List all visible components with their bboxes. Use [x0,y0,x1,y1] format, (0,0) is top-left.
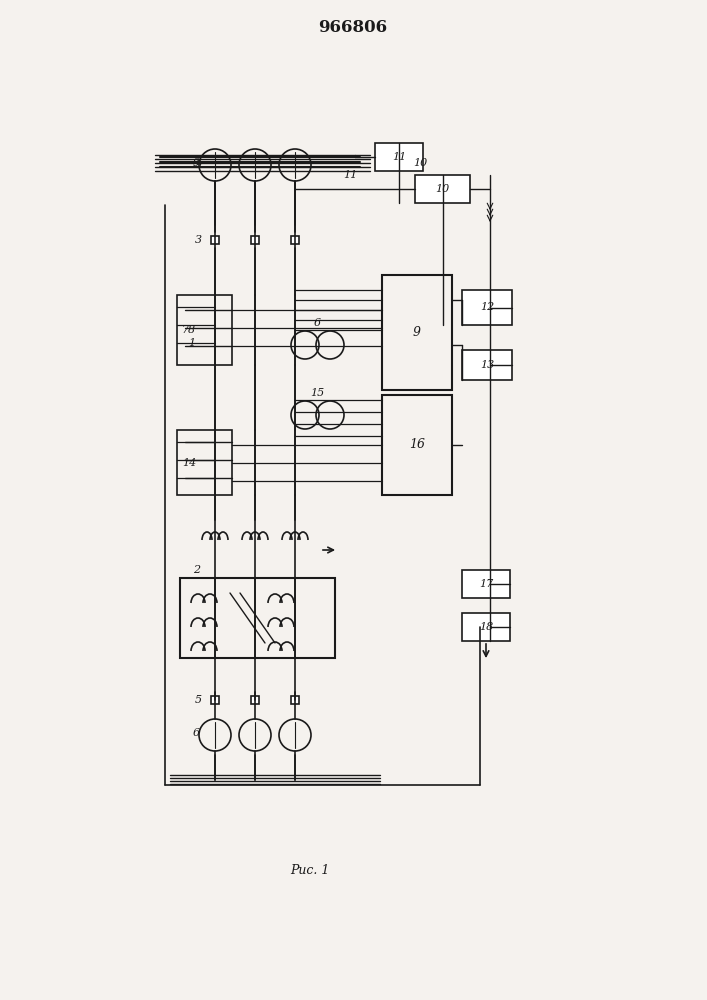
Bar [291,696,299,704]
Bar [382,395,452,495]
Bar [211,236,219,244]
Bar [211,696,219,704]
Text: 8: 8 [188,325,195,335]
Bar [415,175,470,203]
Text: 11: 11 [343,170,357,180]
Text: 13: 13 [480,360,494,370]
Bar [180,578,335,658]
Text: 11: 11 [392,152,406,162]
Text: 9: 9 [413,326,421,339]
Text: 14: 14 [182,458,197,468]
Text: 18: 18 [479,622,493,632]
Text: 2: 2 [193,565,200,575]
Text: 16: 16 [409,438,425,452]
Bar [177,430,232,495]
Text: 1: 1 [188,338,195,348]
Bar [375,143,423,171]
Bar [382,275,452,390]
Text: 10: 10 [413,158,427,168]
Bar [291,236,299,244]
Text: 17: 17 [479,579,493,589]
Bar [462,290,512,325]
Bar [462,613,510,641]
Text: 9: 9 [195,160,202,170]
Text: Рис. 1: Рис. 1 [291,863,329,876]
Text: 12: 12 [480,302,494,312]
Text: 3: 3 [195,235,202,245]
Bar [177,295,232,365]
Bar [462,350,512,380]
Text: 6: 6 [314,318,321,328]
Text: 6: 6 [193,728,200,738]
Bar [251,236,259,244]
Bar [462,570,510,598]
Text: 5: 5 [195,695,202,705]
Text: 9: 9 [193,158,200,168]
Bar [251,696,259,704]
Text: 15: 15 [310,388,325,398]
Text: 7: 7 [182,325,189,335]
Text: 966806: 966806 [318,19,387,36]
Text: 10: 10 [436,184,450,194]
